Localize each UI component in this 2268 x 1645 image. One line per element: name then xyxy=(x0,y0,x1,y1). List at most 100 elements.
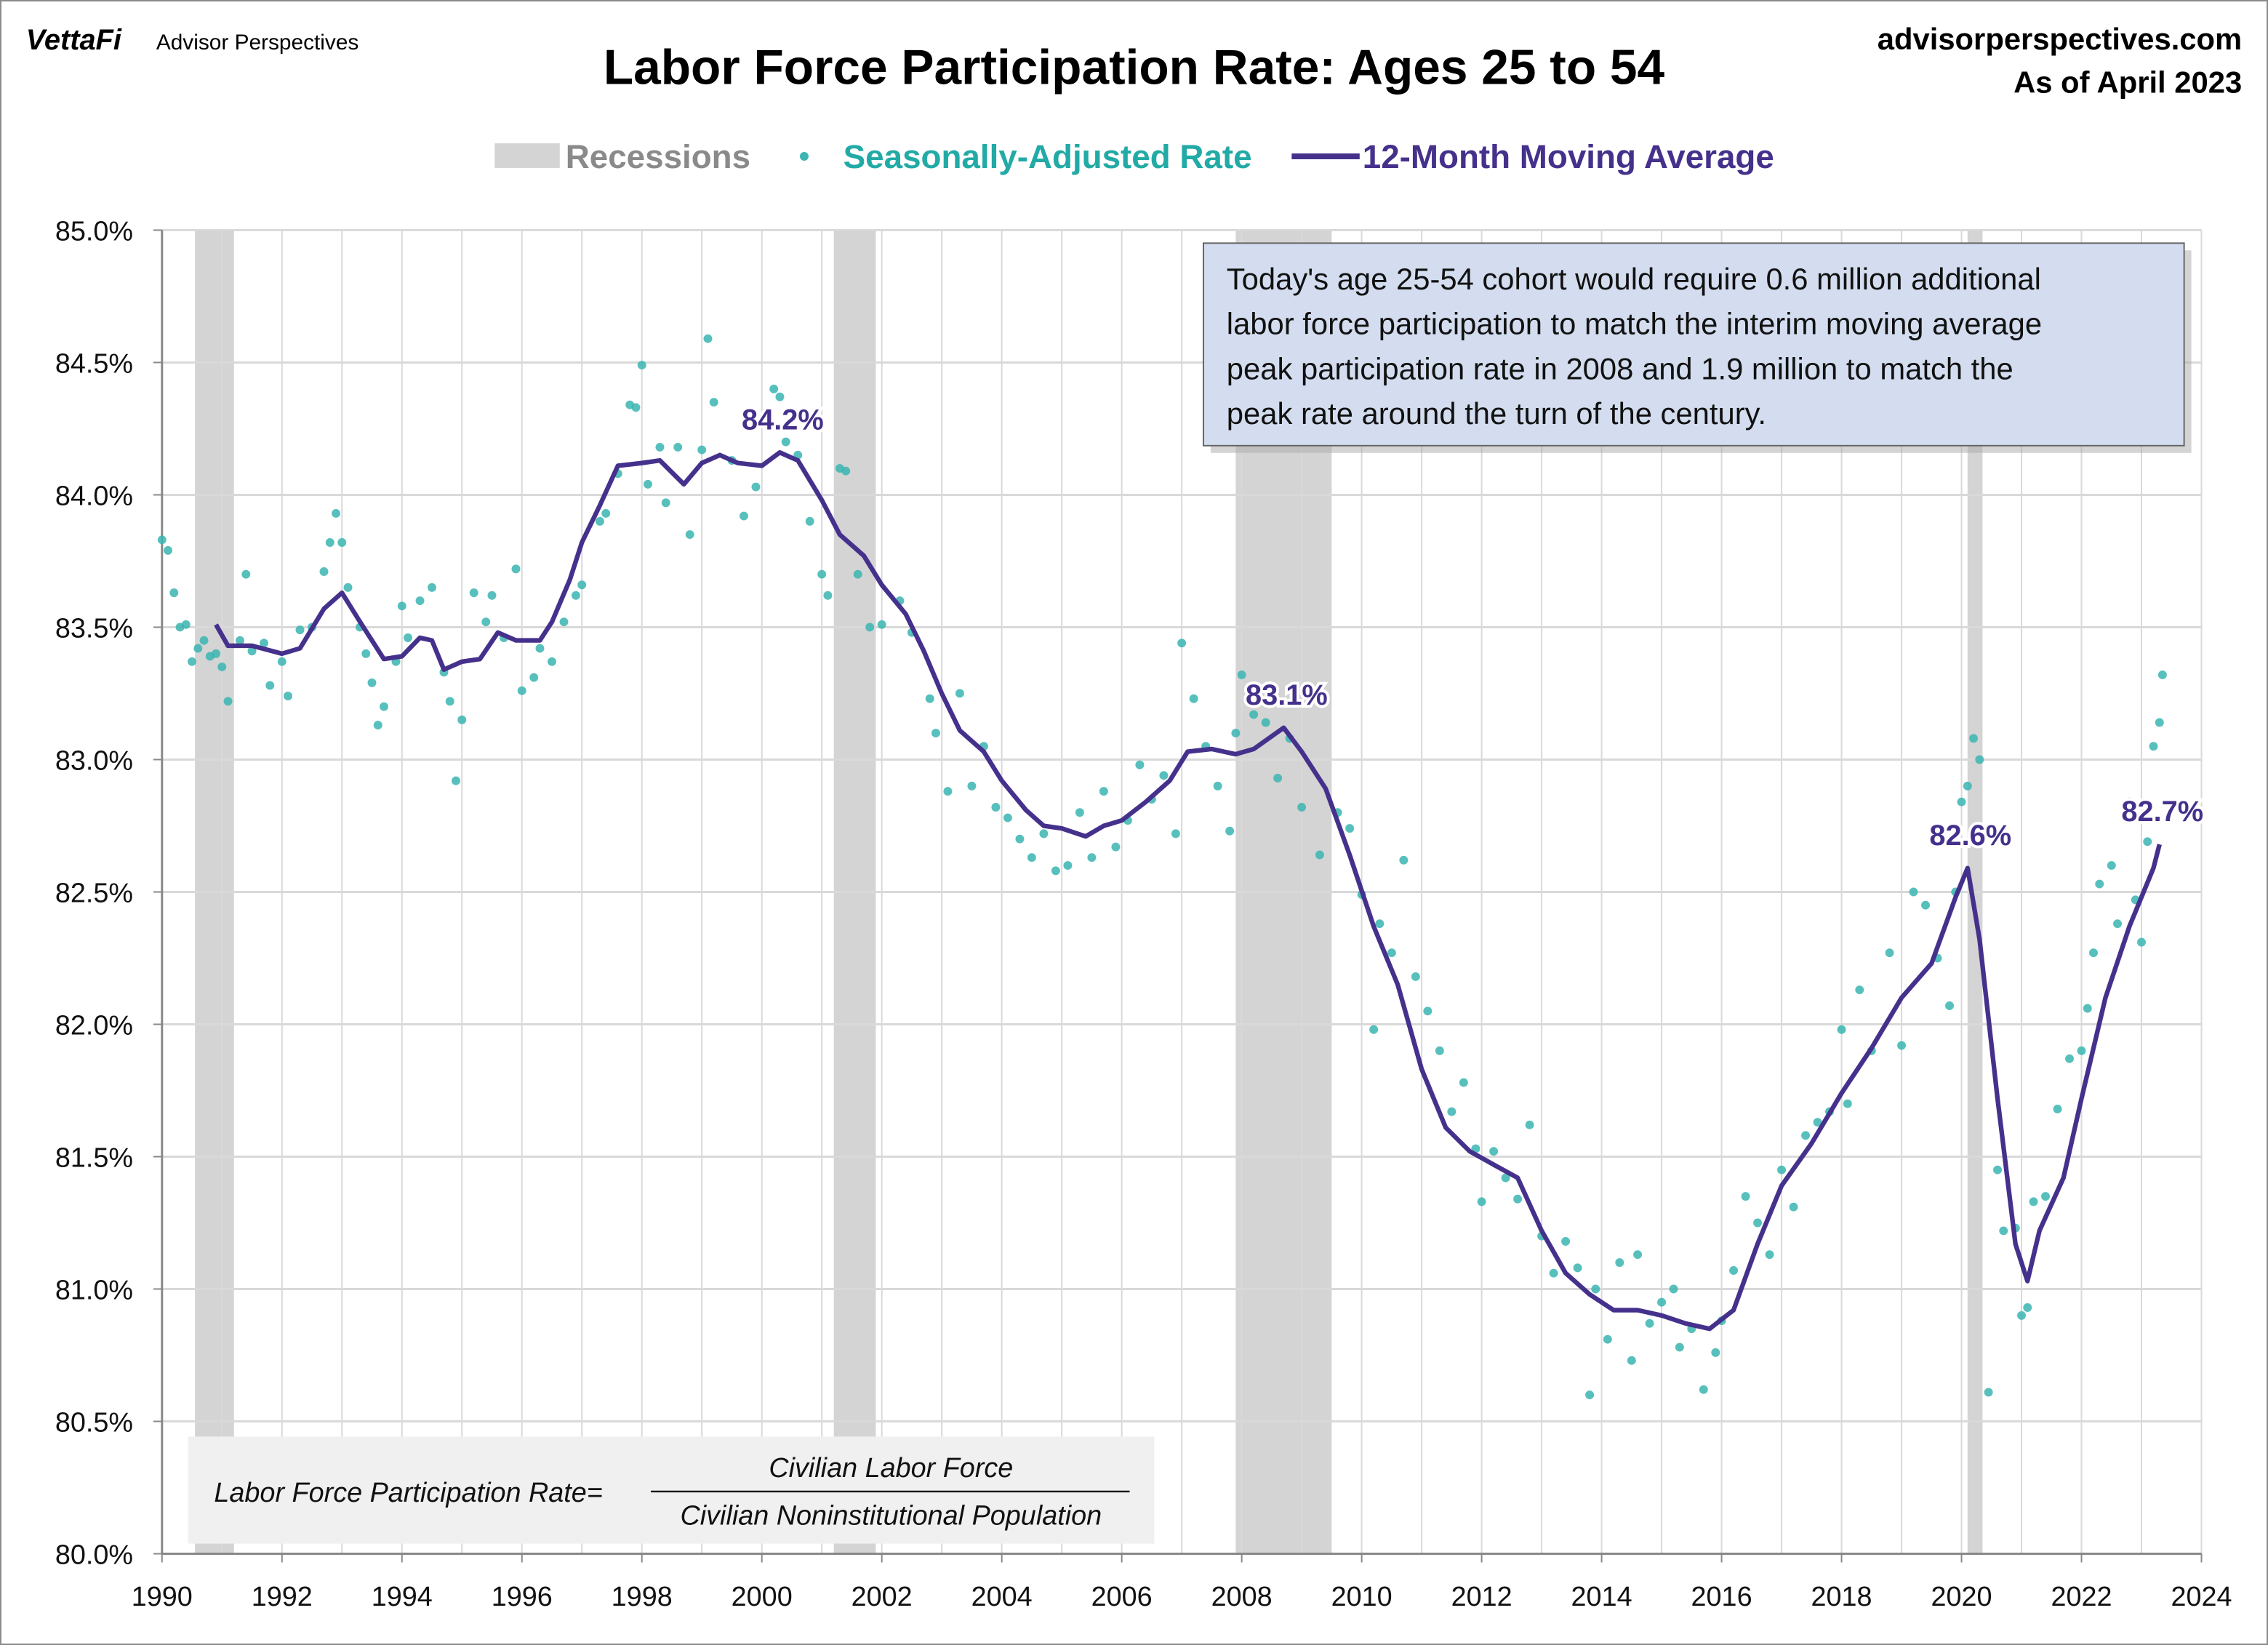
rate-point xyxy=(1885,948,1894,958)
rate-point xyxy=(535,644,545,653)
rate-point xyxy=(1399,855,1409,865)
chart-title: Labor Force Participation Rate: Ages 25 … xyxy=(604,41,1665,95)
rate-point xyxy=(1501,1173,1510,1182)
peak-label: 83.1% xyxy=(1246,679,1328,711)
x-tick-label: 2016 xyxy=(1691,1582,1752,1612)
legend-recession-swatch xyxy=(494,143,560,168)
rate-point xyxy=(1711,1348,1720,1357)
rate-point xyxy=(1387,948,1396,958)
peak-label: 82.7% xyxy=(2121,796,2203,828)
rate-point xyxy=(1633,1250,1643,1260)
rate-point xyxy=(841,466,851,476)
rate-point xyxy=(1921,900,1931,910)
x-tick-label: 1998 xyxy=(612,1582,673,1612)
rate-point xyxy=(1549,1268,1558,1278)
rate-point xyxy=(1753,1218,1763,1228)
rate-point xyxy=(1813,1118,1822,1127)
rate-point xyxy=(1969,734,1978,743)
rate-point xyxy=(775,392,785,401)
rate-point xyxy=(1213,781,1222,791)
rate-point xyxy=(1975,755,1984,764)
rate-point xyxy=(2125,797,2134,807)
rate-point xyxy=(817,569,827,579)
rate-point xyxy=(1075,808,1084,817)
rate-point xyxy=(853,569,862,579)
rate-point xyxy=(193,644,203,653)
x-tick-label: 2012 xyxy=(1451,1582,1512,1612)
rate-point xyxy=(265,681,275,690)
rate-point xyxy=(1099,787,1108,796)
y-tick-label: 82.5% xyxy=(55,878,133,908)
rate-point xyxy=(1249,710,1259,719)
rate-point xyxy=(1159,771,1169,780)
rate-point xyxy=(2041,1192,2050,1201)
rate-point xyxy=(445,697,454,706)
rate-point xyxy=(1615,1258,1624,1268)
x-tick-label: 2000 xyxy=(732,1582,793,1612)
rate-point xyxy=(1423,1006,1432,1016)
rate-point xyxy=(631,403,641,412)
rate-point xyxy=(1993,1165,2002,1174)
rate-point xyxy=(1003,813,1012,822)
rate-point xyxy=(1984,1388,1993,1397)
rate-point xyxy=(1699,1385,1708,1394)
rate-point xyxy=(1963,781,1972,791)
rate-point xyxy=(1231,729,1241,738)
y-tick-label: 84.5% xyxy=(55,348,133,379)
rate-point xyxy=(1837,1025,1846,1034)
x-tick-label: 1996 xyxy=(492,1582,553,1612)
x-tick-label: 2006 xyxy=(1091,1582,1153,1612)
rate-point xyxy=(548,657,556,666)
y-tick-label: 80.5% xyxy=(55,1407,133,1438)
rate-point xyxy=(2155,718,2164,727)
rate-point xyxy=(428,583,436,592)
rate-point xyxy=(2065,1054,2074,1063)
rate-point xyxy=(1273,773,1283,783)
rate-point xyxy=(1015,834,1025,844)
rate-point xyxy=(217,663,227,672)
rate-point xyxy=(2113,919,2122,929)
y-tick-label: 83.0% xyxy=(55,745,133,776)
rate-point xyxy=(1051,866,1060,876)
rate-point xyxy=(1855,985,1864,995)
rate-point xyxy=(673,442,683,452)
y-tick-label: 85.0% xyxy=(55,216,133,247)
x-tick-label: 2002 xyxy=(851,1582,913,1612)
rate-point xyxy=(1909,887,1918,897)
rate-point xyxy=(181,620,191,629)
rate-point xyxy=(2017,1310,2026,1320)
rate-point xyxy=(661,498,670,508)
rate-point xyxy=(260,639,268,648)
rate-point xyxy=(1261,718,1270,727)
rate-point xyxy=(2083,1004,2092,1013)
rate-point xyxy=(361,649,371,658)
rate-point xyxy=(739,511,748,521)
rate-point xyxy=(188,657,196,666)
rate-point xyxy=(2157,671,2167,679)
legend-rate-marker xyxy=(800,152,809,161)
rate-point xyxy=(1237,671,1246,679)
rate-point xyxy=(2023,1303,2032,1312)
legend: Recessions Seasonally-Adjusted Rate 12-M… xyxy=(494,138,1774,175)
rate-point xyxy=(1459,1078,1468,1087)
rate-point xyxy=(1411,972,1420,981)
rate-point xyxy=(487,591,497,600)
rate-point xyxy=(1777,1165,1787,1174)
brand-logo: VettaFi xyxy=(26,24,122,56)
rate-point xyxy=(596,516,604,526)
rate-point xyxy=(157,535,167,545)
annotation-line: labor force participation to match the i… xyxy=(1227,307,2042,341)
rate-point xyxy=(2095,879,2104,889)
rate-point xyxy=(2107,861,2116,870)
rate-point xyxy=(373,721,382,730)
formula-numerator: Civilian Labor Force xyxy=(769,1453,1013,1484)
rate-point xyxy=(511,564,521,574)
rate-point xyxy=(601,508,611,518)
rate-point xyxy=(2077,1046,2086,1055)
brand-subtitle: Advisor Perspectives xyxy=(156,31,359,55)
rate-point xyxy=(572,591,580,600)
rate-point xyxy=(1297,803,1307,812)
moving-average-line xyxy=(214,449,2162,1332)
formula-lhs: Labor Force Participation Rate= xyxy=(214,1478,602,1508)
